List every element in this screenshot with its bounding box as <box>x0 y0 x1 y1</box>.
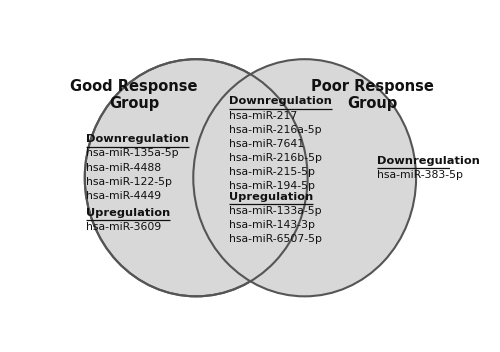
Ellipse shape <box>85 59 308 296</box>
Text: hsa-miR-133a-5p: hsa-miR-133a-5p <box>229 206 322 216</box>
Text: Upregulation: Upregulation <box>86 208 170 218</box>
Text: hsa-miR-7641: hsa-miR-7641 <box>229 139 304 149</box>
Text: hsa-miR-4488: hsa-miR-4488 <box>86 163 161 172</box>
Text: Good Response
Group: Good Response Group <box>70 79 198 111</box>
Text: Downregulation: Downregulation <box>86 134 188 144</box>
Text: hsa-miR-383-5p: hsa-miR-383-5p <box>377 170 463 180</box>
Text: hsa-miR-215-5p: hsa-miR-215-5p <box>229 167 315 177</box>
Text: hsa-miR-217: hsa-miR-217 <box>229 111 298 120</box>
Text: hsa-miR-143-3p: hsa-miR-143-3p <box>229 220 315 230</box>
Text: hsa-miR-3609: hsa-miR-3609 <box>86 222 161 232</box>
Text: Downregulation: Downregulation <box>229 96 332 106</box>
Text: hsa-miR-122-5p: hsa-miR-122-5p <box>86 177 172 187</box>
Text: Upregulation: Upregulation <box>229 192 314 202</box>
Text: Poor Response
Group: Poor Response Group <box>311 79 434 111</box>
Ellipse shape <box>194 59 416 296</box>
Text: hsa-miR-216a-5p: hsa-miR-216a-5p <box>229 125 322 134</box>
Text: Downregulation: Downregulation <box>377 156 480 166</box>
Text: hsa-miR-216b-5p: hsa-miR-216b-5p <box>229 153 322 163</box>
Text: hsa-miR-135a-5p: hsa-miR-135a-5p <box>86 149 178 158</box>
Text: hsa-miR-4449: hsa-miR-4449 <box>86 191 161 201</box>
Text: hsa-miR-6507-5p: hsa-miR-6507-5p <box>229 234 322 244</box>
Text: hsa-miR-194-5p: hsa-miR-194-5p <box>229 181 315 191</box>
